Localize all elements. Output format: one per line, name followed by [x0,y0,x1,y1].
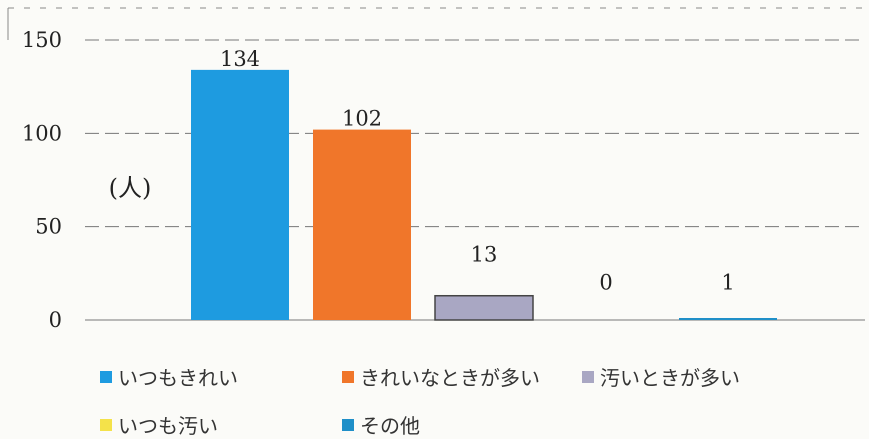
bar-1 [313,129,411,320]
y-tick-label-150: 150 [22,28,62,52]
y-axis-label: (人) [109,174,152,202]
data-label-1: 102 [342,107,382,131]
y-tick-label-100: 100 [22,121,62,145]
bar-4 [679,318,777,320]
data-label-2: 13 [471,243,498,267]
y-tick-label-50: 50 [35,215,62,239]
data-label-4: 1 [721,271,734,295]
bar-0 [191,69,289,320]
bar-2 [434,294,534,321]
y-tick-label-0: 0 [49,308,62,332]
data-label-0: 134 [220,47,260,71]
data-label-3: 0 [599,271,612,295]
